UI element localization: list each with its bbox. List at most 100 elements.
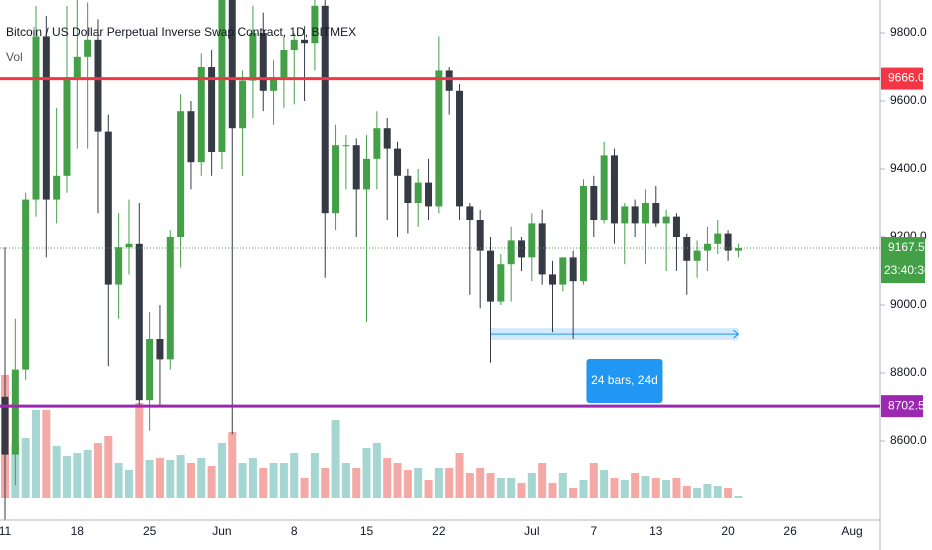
candle-body [394,148,402,176]
last-price-tag [881,237,925,284]
chart-title: Bitcoin / US Dollar Perpetual Inverse Sw… [6,25,356,39]
volume-bar [465,473,474,498]
candle-body [177,111,185,238]
candle-body [32,36,40,200]
candle-body [94,39,102,132]
candle-body [425,182,433,207]
volume-bar [62,456,71,498]
x-tick-label: Jul [524,524,539,538]
volume-label: Vol [6,50,23,64]
x-tick-label: Aug [841,524,862,538]
level-tag-label: 8702.5 [888,398,925,412]
candle-body [466,206,474,221]
candle-body [270,77,278,91]
level-tag [881,67,923,90]
volume-bar [176,455,185,498]
candle-body [569,257,577,282]
candle-body [1,396,9,455]
candle-body [352,145,360,190]
candle-body [714,233,722,244]
volume-bar [527,473,536,498]
candle-body [435,70,443,207]
volume-bar [672,478,681,498]
candle-body [53,175,61,200]
volume-bar [207,466,216,498]
candle-body [156,338,164,360]
x-tick-label: 13 [649,524,663,538]
measure-label-box [586,359,663,403]
candle-body [228,0,236,129]
volume-bar [21,438,30,498]
candle-body [84,39,92,57]
volume-bar [548,483,557,498]
volume-bar [238,463,247,498]
volume-bar [517,483,526,498]
volume-bar [383,458,392,498]
volume-bar [393,463,402,498]
candle-body [621,206,629,224]
candle-body [610,155,618,224]
candle-body [641,203,649,224]
candle-body [734,248,742,251]
candle-body [518,240,525,258]
candle-body [528,223,536,258]
candle-body [239,80,247,129]
volume-bar [352,468,361,498]
measure-label: 24 bars, 24d [591,373,658,387]
volume-bar [724,488,733,498]
volume-bar [734,496,743,498]
volume-bar [496,478,505,498]
candle-body [218,0,226,153]
candle-body [383,128,391,149]
volume-bar [73,453,82,498]
volume-bar [589,463,598,498]
volume-bar [279,463,288,498]
volume-bar [651,478,660,498]
last-price-label: 9167.5 [888,240,925,254]
candle-body [332,145,340,214]
candle-body [115,247,123,285]
candle-body [363,158,371,190]
volume-bar [31,410,40,498]
volume-bar [455,453,464,498]
candle-body [404,175,412,204]
plot-area: 24 bars, 24d [1,0,743,520]
candle-body [63,77,71,176]
volume-bar [424,480,433,498]
y-tick-label: 9600.0 [890,93,927,107]
candle-body [104,131,112,285]
volume-bar [300,478,309,498]
candle-body [507,240,515,265]
candle-body [724,233,732,251]
candle-body [11,369,19,455]
volume-bar [569,488,578,498]
x-tick-label: 15 [360,524,374,538]
x-tick-label: 18 [71,524,85,538]
volume-bar [197,458,206,498]
volume-bar [558,473,567,498]
candle-body [693,250,701,261]
volume-bar [331,420,340,498]
candle-body [311,5,319,44]
volume-bar [166,460,175,498]
volume-bar [414,468,423,498]
candle-body [187,111,195,163]
volume-bar [486,473,495,498]
measure-arrow-head [733,329,740,339]
candle-body [703,243,711,251]
candle-body [197,67,205,163]
volume-bar [693,488,702,498]
candle-body [672,216,680,238]
volume-bar [310,453,319,498]
level-tag-label: 9666.0 [888,71,925,85]
volume-bar [52,446,61,498]
candle-body [73,56,81,78]
volume-bar [631,473,640,498]
volume-bar [83,450,92,498]
volume-bar [259,468,268,498]
candle-body [342,145,350,147]
candle-body [125,243,133,248]
candle-body [538,223,546,275]
candle-body [280,50,288,78]
